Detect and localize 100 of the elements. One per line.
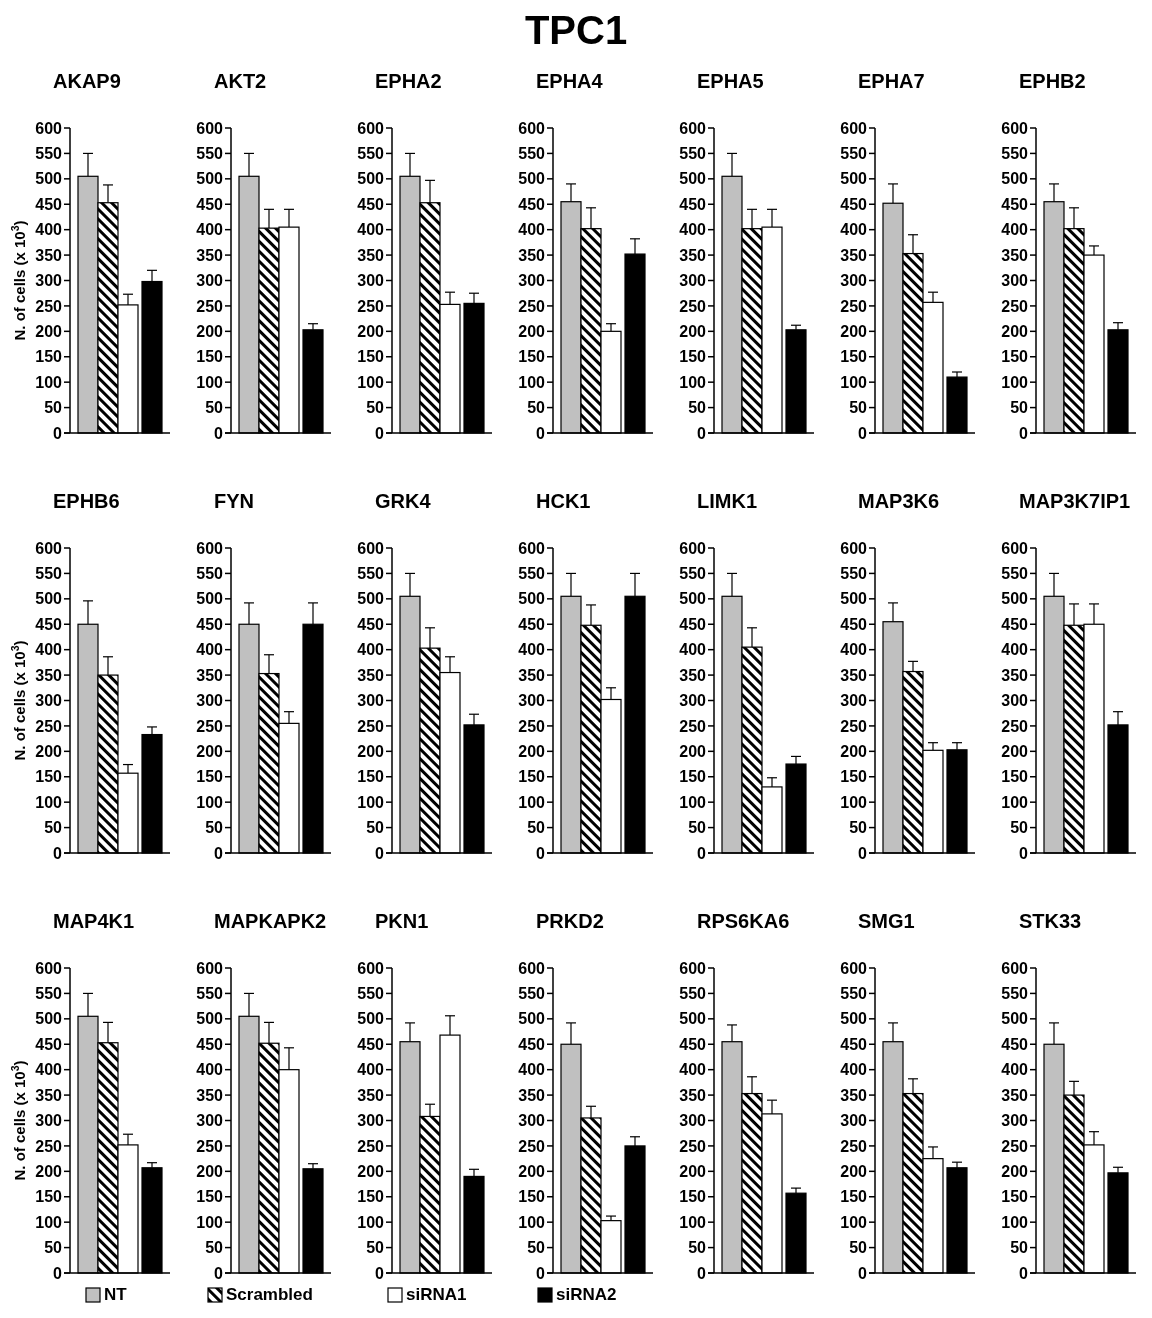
y-tick-label: 450	[196, 615, 224, 633]
y-tick-label: 200	[1001, 1162, 1029, 1180]
y-tick-label: 0	[375, 844, 385, 862]
y-tick-label: 100	[518, 1213, 546, 1231]
y-tick-label: 550	[357, 145, 385, 163]
y-tick-label: 300	[679, 1112, 707, 1130]
y-tick-label: 400	[196, 641, 224, 659]
y-tick-label: 250	[35, 1137, 63, 1155]
y-tick-label: 600	[1001, 119, 1029, 137]
y-tick-label: 550	[1001, 145, 1029, 163]
y-tick-label: 300	[518, 272, 546, 290]
y-tick-label: 500	[1001, 590, 1029, 608]
y-tick-label: 0	[858, 1264, 868, 1282]
y-tick-label: 250	[196, 717, 224, 735]
y-tick-label: 300	[196, 692, 224, 710]
y-tick-label: 150	[518, 1188, 546, 1206]
chart-title: MAP3K6	[858, 490, 940, 512]
legend-label: siRNA1	[406, 1285, 467, 1304]
y-tick-label: 550	[518, 145, 546, 163]
y-tick-label: 350	[357, 1086, 385, 1104]
y-tick-label: 600	[679, 539, 707, 557]
y-tick-label: 550	[518, 565, 546, 583]
y-tick-label: 400	[357, 1061, 385, 1079]
y-tick-label: 300	[840, 272, 868, 290]
y-tick-label: 0	[53, 424, 63, 442]
y-tick-label: 150	[357, 1188, 385, 1206]
y-tick-label: 300	[518, 1112, 546, 1130]
y-tick-label: 500	[518, 1010, 546, 1028]
y-tick-label: 200	[840, 742, 868, 760]
y-tick-label: 0	[214, 1264, 224, 1282]
y-tick-label: 50	[366, 399, 385, 417]
y-tick-label: 550	[196, 145, 224, 163]
y-tick-label: 150	[35, 348, 63, 366]
y-tick-label: 500	[679, 170, 707, 188]
y-tick-label: 400	[357, 221, 385, 239]
y-tick-label: 50	[849, 1239, 868, 1257]
y-tick-label: 450	[518, 1035, 546, 1053]
y-tick-label: 150	[1001, 348, 1029, 366]
y-tick-label: 500	[840, 170, 868, 188]
y-tick-label: 300	[357, 692, 385, 710]
y-tick-label: 400	[196, 221, 224, 239]
chart-title: RPS6KA6	[697, 910, 790, 932]
y-tick-label: 0	[536, 844, 546, 862]
y-tick-label: 100	[679, 793, 707, 811]
y-tick-label: 350	[196, 666, 224, 684]
y-tick-label: 0	[53, 1264, 63, 1282]
y-tick-label: 150	[1001, 1188, 1029, 1206]
y-tick-label: 400	[35, 1061, 63, 1079]
y-tick-label: 500	[196, 590, 224, 608]
y-tick-label: 450	[840, 615, 868, 633]
chart-title: GRK4	[375, 490, 432, 512]
y-tick-label: 50	[205, 399, 224, 417]
text: TPC1	[524, 8, 628, 52]
y-tick-label: 50	[1010, 399, 1029, 417]
y-tick-label: 300	[35, 1112, 63, 1130]
y-tick-label: 0	[1019, 424, 1029, 442]
y-tick-label: 300	[35, 272, 63, 290]
chart-title: AKT2	[214, 70, 267, 92]
y-tick-label: 50	[205, 1239, 224, 1257]
chart-title: LIMK1	[697, 490, 757, 512]
y-tick-label: 550	[357, 565, 385, 583]
y-tick-label: 100	[357, 373, 385, 391]
y-tick-label: 550	[840, 985, 868, 1003]
y-tick-label: 50	[688, 1239, 707, 1257]
y-tick-label: 100	[840, 1213, 868, 1231]
y-tick-label: 300	[518, 692, 546, 710]
y-tick-label: 50	[44, 1239, 63, 1257]
y-tick-label: 0	[858, 844, 868, 862]
y-tick-label: 200	[35, 742, 63, 760]
y-tick-label: 300	[1001, 272, 1029, 290]
y-tick-label: 600	[679, 959, 707, 977]
chart-title: PKN1	[375, 910, 429, 932]
y-tick-label: 100	[35, 1213, 63, 1231]
y-tick-label: 250	[196, 1137, 224, 1155]
y-tick-label: 100	[357, 793, 385, 811]
y-tick-label: 400	[679, 1061, 707, 1079]
y-tick-label: 350	[679, 666, 707, 684]
y-tick-label: 600	[357, 539, 385, 557]
y-tick-label: 250	[518, 1137, 546, 1155]
y-tick-label: 400	[518, 641, 546, 659]
y-tick-label: 500	[196, 170, 224, 188]
chart-title: MAPKAPK2	[214, 910, 327, 932]
y-tick-label: 150	[35, 768, 63, 786]
y-tick-label: 350	[518, 1086, 546, 1104]
y-tick-label: 500	[35, 170, 63, 188]
y-tick-label: 200	[518, 1162, 546, 1180]
chart-title: SMG1	[858, 910, 915, 932]
y-tick-label: 50	[44, 819, 63, 837]
y-tick-label: 500	[357, 590, 385, 608]
y-tick-label: 250	[518, 297, 546, 315]
y-tick-label: 100	[35, 373, 63, 391]
y-tick-label: 100	[196, 1213, 224, 1231]
y-tick-label: 600	[196, 119, 224, 137]
y-tick-label: 350	[35, 246, 63, 264]
y-tick-label: 300	[1001, 692, 1029, 710]
y-tick-label: 300	[357, 272, 385, 290]
y-tick-label: 600	[518, 119, 546, 137]
y-tick-label: 200	[196, 1162, 224, 1180]
y-tick-label: 400	[840, 221, 868, 239]
chart-title: EPHA4	[536, 70, 604, 92]
